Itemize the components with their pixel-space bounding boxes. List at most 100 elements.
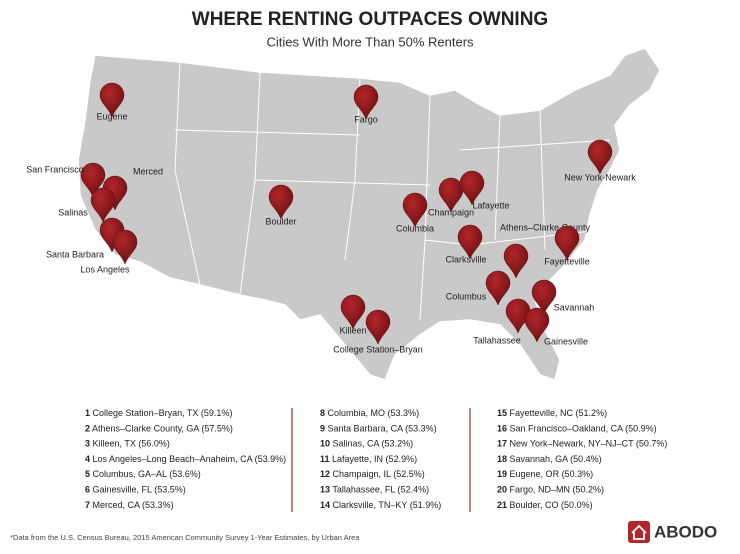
pin-label: Fayetteville	[544, 256, 590, 266]
city: Fargo, ND–MN (50.2%)	[510, 485, 605, 495]
rank: 21	[497, 500, 507, 510]
list-item: 3 Killeen, TX (56.0%)	[85, 439, 170, 449]
map-pin	[353, 84, 379, 120]
pin-label: Merced	[133, 166, 163, 176]
list-item: 20 Fargo, ND–MN (50.2%)	[497, 485, 604, 495]
city: Savannah, GA (50.4%)	[510, 454, 602, 464]
pin-label: Athens–Clarke County	[500, 222, 591, 232]
title: WHERE RENTING OUTPACES OWNING	[192, 9, 548, 30]
pin-label: Savannah	[554, 302, 595, 312]
city: Columbus, GA–AL (53.6%)	[93, 470, 201, 480]
list-item: 16 San Francisco–Oakland, CA (50.9%)	[497, 424, 657, 434]
pin-label: Gainesville	[544, 336, 588, 346]
city: Killeen, TX (56.0%)	[93, 439, 170, 449]
pin-label: Columbia	[396, 223, 434, 233]
list-item: 5 Columbus, GA–AL (53.6%)	[85, 470, 201, 480]
rank: 13	[320, 485, 330, 495]
list-item: 2 Athens–Clarke County, GA (57.5%)	[85, 424, 233, 434]
map-pin	[365, 309, 391, 345]
pin-label: College Station–Bryan	[333, 344, 423, 354]
list-item: 21 Boulder, CO (50.0%)	[497, 500, 593, 510]
pin-label: Tallahassee	[473, 335, 521, 345]
city: Santa Barbara, CA (53.3%)	[328, 424, 437, 434]
city: Champaign, IL (52.5%)	[333, 470, 425, 480]
city: Clarksville, TN–KY (51.9%)	[333, 500, 442, 510]
map-pin	[268, 184, 294, 220]
list-item: 19 Eugene, OR (50.3%)	[497, 470, 593, 480]
map-pin	[340, 294, 366, 330]
pin-label: Columbus	[446, 291, 487, 301]
map-pin	[90, 187, 116, 223]
logo-text: ABODO	[654, 522, 717, 541]
list-item: 17 New York–Newark, NY–NJ–CT (50.7%)	[497, 439, 667, 449]
city: Tallahassee, FL (52.4%)	[332, 485, 429, 495]
map-pin	[531, 279, 557, 315]
list-item: 4 Los Angeles–Long Beach–Anaheim, CA (53…	[85, 454, 286, 464]
pin-label: Los Angeles	[80, 264, 130, 274]
rank: 2	[85, 424, 90, 434]
list-item: 11 Lafayette, IN (52.9%)	[320, 454, 417, 464]
pin-label: New York-Newark	[564, 172, 636, 182]
list-item: 7 Merced, CA (53.3%)	[85, 500, 174, 510]
logo: ABODO	[628, 521, 717, 543]
list-item: 6 Gainesville, FL (53.5%)	[85, 485, 186, 495]
list-item: 10 Salinas, CA (53.2%)	[320, 439, 413, 449]
city: Boulder, CO (50.0%)	[510, 500, 593, 510]
city: Columbia, MO (53.3%)	[328, 408, 420, 418]
rank: 5	[85, 470, 90, 480]
pin-label: Champaign	[428, 207, 474, 217]
list-item: 18 Savannah, GA (50.4%)	[497, 454, 602, 464]
pin-label: Boulder	[265, 216, 296, 226]
city: Merced, CA (53.3%)	[93, 500, 174, 510]
pin-label: Fargo	[354, 114, 378, 124]
map-pin	[554, 225, 580, 261]
map-pin	[112, 229, 138, 265]
map-pin	[524, 307, 550, 343]
pin-label: Santa Barbara	[46, 249, 104, 259]
rank: 10	[320, 439, 330, 449]
map-pin	[457, 224, 483, 260]
city: Athens–Clarke County, GA (57.5%)	[92, 424, 233, 434]
rank: 16	[497, 424, 507, 434]
rank: 6	[85, 485, 90, 495]
pin-label: Killeen	[339, 325, 366, 335]
pin-label: Clarksville	[445, 254, 486, 264]
rank: 12	[320, 470, 330, 480]
map-pin	[459, 170, 485, 206]
map-pin	[402, 192, 428, 228]
pin-label: San Francisco	[26, 164, 84, 174]
city: Gainesville, FL (53.5%)	[93, 485, 186, 495]
city: Fayetteville, NC (51.2%)	[510, 408, 608, 418]
city: Lafayette, IN (52.9%)	[332, 454, 417, 464]
pin-label: Lafayette	[472, 200, 509, 210]
city: San Francisco–Oakland, CA (50.9%)	[510, 424, 657, 434]
rank: 19	[497, 470, 507, 480]
logo-house	[631, 524, 647, 540]
rank: 4	[85, 454, 90, 464]
rank: 20	[497, 485, 507, 495]
footnote: *Data from the U.S. Census Bureau, 2015 …	[10, 533, 360, 542]
rank: 11	[320, 454, 330, 464]
city: Eugene, OR (50.3%)	[510, 470, 594, 480]
rank: 7	[85, 500, 90, 510]
map-pin	[438, 177, 464, 213]
list-item: 9 Santa Barbara, CA (53.3%)	[320, 424, 437, 434]
rank: 15	[497, 408, 507, 418]
rank: 18	[497, 454, 507, 464]
list-item: 12 Champaign, IL (52.5%)	[320, 470, 425, 480]
list-item: 13 Tallahassee, FL (52.4%)	[320, 485, 429, 495]
map-pin	[99, 82, 125, 118]
city: College Station–Bryan, TX (59.1%)	[93, 408, 233, 418]
map-pin	[485, 270, 511, 306]
list-item: 1 College Station–Bryan, TX (59.1%)	[85, 408, 232, 418]
list-item: 8 Columbia, MO (53.3%)	[320, 408, 419, 418]
rank: 1	[85, 408, 90, 418]
state-borders	[174, 61, 611, 321]
rank: 3	[85, 439, 90, 449]
map-pin	[503, 243, 529, 279]
city: Salinas, CA (53.2%)	[333, 439, 414, 449]
pin-label: Eugene	[96, 111, 127, 121]
rank: 17	[497, 439, 507, 449]
city: New York–Newark, NY–NJ–CT (50.7%)	[510, 439, 668, 449]
